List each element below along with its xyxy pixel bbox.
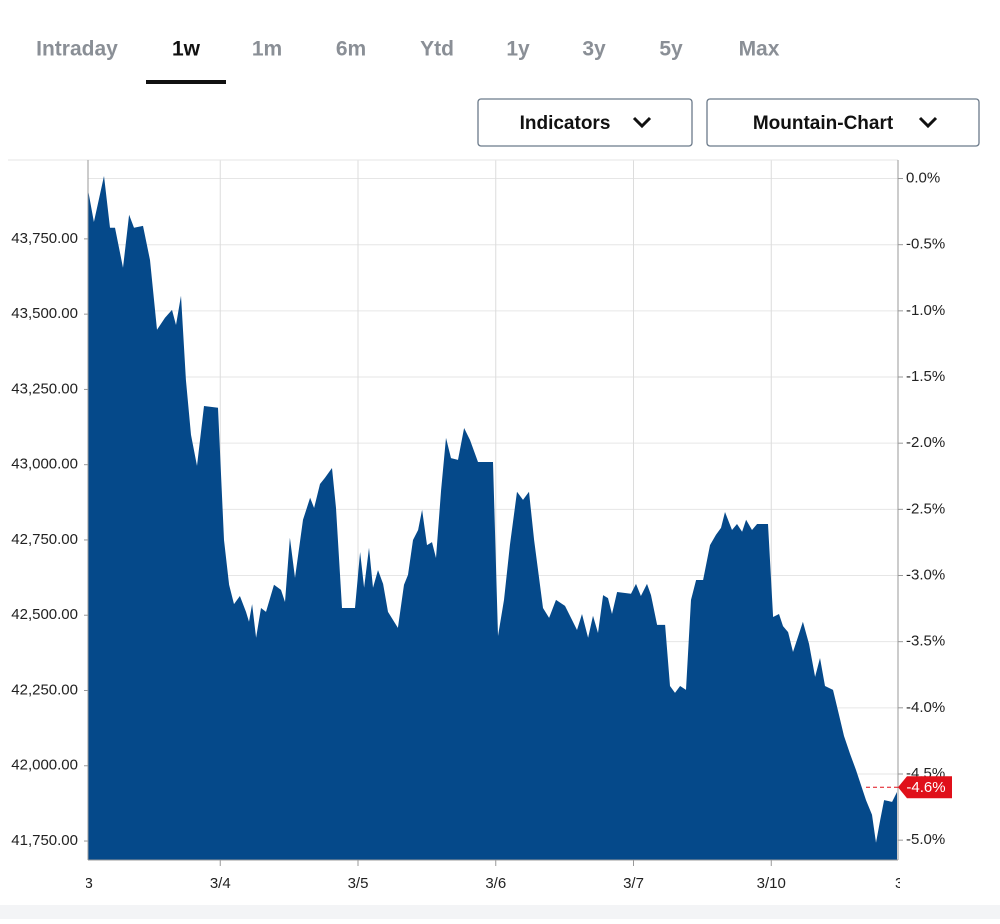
tab[interactable]: 1m: [252, 38, 282, 61]
y-tick-label: 42,000.00: [11, 757, 78, 774]
indicators-button[interactable]: Indicators: [477, 98, 693, 147]
axes: 0.0% -0.5% -1.0% -1.5% -2.0% -2.5% -3.0% -3.5% -…: [8, 159, 952, 861]
y-tick-label: 42,750.00: [11, 531, 78, 548]
x-tick-label: 3/10: [757, 875, 786, 892]
y2-tick-label: -1.5%: [906, 368, 945, 385]
x-tick-label: 3/6: [485, 875, 506, 892]
y-tick-label: 43,750.00: [11, 230, 78, 247]
y-tick-label: 43,000.00: [11, 456, 78, 473]
tab[interactable]: Ytd: [420, 38, 454, 61]
footer-band: [0, 905, 1000, 919]
chevron[interactable]: [632, 116, 652, 129]
x-tick-label: 3/3: [72, 875, 93, 892]
y2-tick-label: -2.0%: [906, 434, 945, 451]
button-frame[interactable]: [706, 98, 980, 147]
y2-tick-label: 0.0%: [906, 169, 940, 186]
button-label[interactable]: Mountain-Chart: [753, 113, 894, 134]
y-tick-label: 41,750.00: [11, 832, 78, 849]
plot: [88, 176, 897, 860]
active-tab-underline: [146, 80, 226, 84]
button-label[interactable]: Indicators: [520, 113, 611, 134]
y2-tick-label: -3.5%: [906, 633, 945, 650]
area: [88, 176, 897, 860]
y2-tick-label: -5.0%: [906, 831, 945, 848]
button-frame[interactable]: [477, 98, 693, 147]
y2-tick-label: -3.0%: [906, 566, 945, 583]
tab[interactable]: 1y: [506, 38, 530, 61]
last-value-tag: [898, 776, 952, 799]
x-tick-label: 3/5: [348, 875, 369, 892]
x-tick-label: 3/4: [210, 875, 231, 892]
y2-tick-label: -2.5%: [906, 500, 945, 517]
y2-tick-label: -1.0%: [906, 302, 945, 319]
x-tick-label: 3/7: [623, 875, 644, 892]
y2-tick-label: -4.0%: [906, 699, 945, 716]
tab[interactable]: 3y: [582, 38, 606, 61]
chart-type-button[interactable]: Mountain-Chart: [706, 98, 980, 147]
last-value-label: -4.6%: [906, 779, 945, 796]
tab[interactable]: 1w: [172, 38, 201, 61]
y-tick-label: 43,250.00: [11, 380, 78, 397]
y-tick-label: 43,500.00: [11, 305, 78, 322]
x-axis-labels: 3/3 3/4 3/5 3/6 3/7 3/10 3/11: [72, 860, 923, 892]
tab-bar: Intraday 1w 1m 6m Ytd 1y 3y 5y Max: [36, 38, 780, 84]
x-tick-label: 3/11: [895, 875, 923, 892]
chevron[interactable]: [918, 116, 938, 129]
y-tick-label: 42,250.00: [11, 681, 78, 698]
y2-tick-label: -0.5%: [906, 236, 945, 253]
y-tick-label: 42,500.00: [11, 606, 78, 623]
tab[interactable]: Intraday: [36, 38, 118, 61]
tab[interactable]: Max: [739, 38, 780, 61]
tab[interactable]: 6m: [336, 38, 366, 61]
tab[interactable]: 5y: [659, 38, 683, 61]
